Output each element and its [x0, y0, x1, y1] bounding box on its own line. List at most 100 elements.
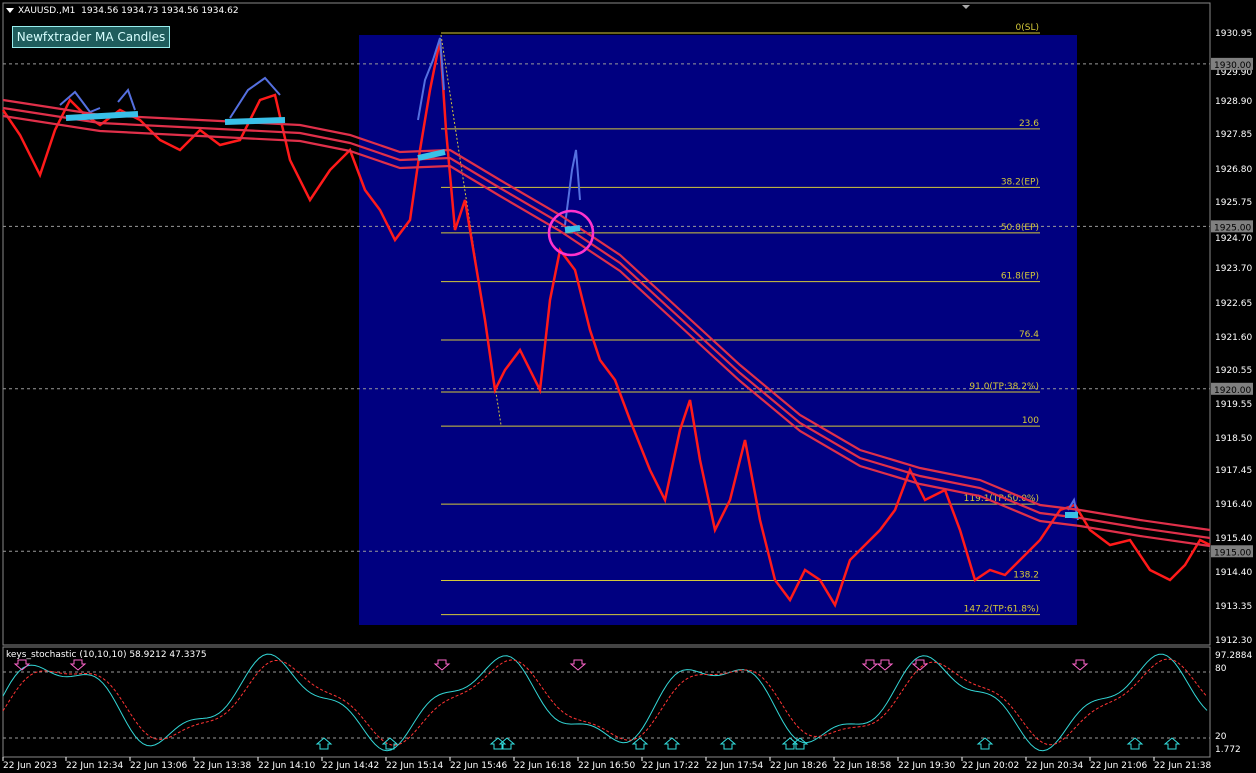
- sell-arrow-icon: [433, 659, 451, 671]
- moving-average-band-3: [2, 114, 1211, 548]
- price-axis-label: 1914.40: [1215, 568, 1252, 578]
- price-level-box-label: 1915.00: [1214, 548, 1251, 558]
- time-axis-label: 22 Jun 2023: [3, 761, 57, 771]
- price-axis-label: 1928.90: [1215, 97, 1252, 107]
- sell-arrow-icon: [13, 659, 31, 671]
- price-axis-label: 1929.90: [1215, 68, 1252, 78]
- buy-arrow-icon: [498, 737, 516, 750]
- fib-level-label: 38.2(EP): [1001, 177, 1039, 187]
- buy-arrow-icon: [791, 737, 809, 750]
- fib-level-label: 61.8(EP): [1001, 272, 1039, 282]
- buy-arrow-icon: [381, 737, 399, 750]
- buy-arrow-icon: [489, 737, 507, 750]
- dropdown-triangle-icon[interactable]: [6, 8, 14, 13]
- symbol-header: XAUUSD.,M1 1934.56 1934.73 1934.56 1934.…: [6, 6, 239, 16]
- time-axis-label: 22 Jun 18:26: [770, 761, 827, 771]
- time-axis-label: 22 Jun 19:30: [898, 761, 955, 771]
- price-axis-label: 1927.85: [1215, 130, 1252, 140]
- ohlc-values: 1934.56 1934.73 1934.56 1934.62: [81, 6, 239, 16]
- price-axis-label: 1921.60: [1215, 333, 1252, 343]
- price-axis-label: 1912.30: [1215, 636, 1252, 646]
- bull-ma-segment: [224, 117, 286, 125]
- time-axis-label: 22 Jun 20:34: [1026, 761, 1083, 771]
- price-level-box-label: 1930.00: [1214, 61, 1251, 71]
- price-axis-label: 1913.35: [1215, 602, 1252, 612]
- sell-arrow-icon: [69, 659, 87, 671]
- chart-shift-marker-icon: [962, 5, 970, 9]
- oscillator-axis-label: 80: [1215, 664, 1227, 674]
- buy-arrow-icon: [1163, 737, 1181, 750]
- main-panel-frame: [2, 2, 1211, 646]
- fib-level-label: 0(SL): [1016, 23, 1039, 33]
- price-axis-label: 1919.55: [1215, 400, 1252, 410]
- fib-level-label: 100: [1022, 416, 1039, 426]
- buy-arrow-icon: [976, 737, 994, 750]
- price-level-box: [1211, 57, 1253, 70]
- time-axis-label: 22 Jun 12:34: [66, 761, 123, 771]
- buy-arrow-icon: [719, 737, 737, 750]
- fib-level-label: 119.1(TP:50.0%): [964, 494, 1039, 504]
- highlight-circle-marker: [547, 209, 595, 257]
- price-level-box: [1211, 220, 1253, 233]
- time-axis-label: 22 Jun 13:38: [194, 761, 251, 771]
- buy-arrow-icon: [315, 737, 333, 750]
- price-axis-label: 1920.55: [1215, 366, 1252, 376]
- price-axis-label: 1916.40: [1215, 500, 1252, 510]
- sell-arrow-icon: [569, 659, 587, 671]
- time-axis-label: 22 Jun 14:42: [322, 761, 379, 771]
- time-axis-label: 22 Jun 21:06: [1090, 761, 1147, 771]
- price-level-box-label: 1925.00: [1214, 223, 1251, 233]
- price-axis-label: 1915.40: [1215, 534, 1252, 544]
- time-axis-label: 22 Jun 16:18: [514, 761, 571, 771]
- oscillator-axis-label: 97.2884: [1215, 651, 1252, 661]
- moving-average-band-2: [2, 106, 1211, 540]
- price-axis-label: 1924.70: [1215, 234, 1252, 244]
- oscillator-axis-label: 1.772: [1215, 745, 1241, 755]
- sell-arrow-icon: [861, 659, 879, 671]
- buy-arrow-icon: [663, 737, 681, 750]
- bull-ma-segment: [417, 149, 446, 161]
- time-axis-label: 22 Jun 15:14: [386, 761, 443, 771]
- bull-candle-segment: [117, 88, 136, 111]
- fib-level-label: 147.2(TP:61.8%): [964, 605, 1039, 615]
- time-axis-label: 22 Jun 14:10: [258, 761, 315, 771]
- oscillator-panel-frame: [2, 646, 1211, 758]
- price-axis-label: 1930.95: [1215, 29, 1252, 39]
- stochastic-signal-line: [2, 658, 1208, 746]
- sell-arrow-icon: [911, 659, 929, 671]
- fib-level-label: 138.2: [1013, 571, 1039, 581]
- symbol-name: XAUUSD.,M1: [18, 6, 76, 16]
- fib-level-label: 23.6: [1019, 119, 1039, 129]
- time-axis-label: 22 Jun 16:50: [578, 761, 635, 771]
- sell-arrow-icon: [876, 659, 894, 671]
- time-axis-label: 22 Jun 13:06: [130, 761, 187, 771]
- time-axis-label: 22 Jun 17:54: [706, 761, 763, 771]
- price-axis-label: 1926.80: [1215, 165, 1252, 175]
- time-axis-label: 22 Jun 21:38: [1154, 761, 1211, 771]
- price-axis-label: 1925.75: [1215, 198, 1252, 208]
- bull-ma-segment: [65, 111, 139, 121]
- buy-arrow-icon: [1126, 737, 1144, 750]
- bull-candle-segment: [229, 76, 281, 119]
- time-axis-label: 22 Jun 20:02: [962, 761, 1019, 771]
- fibonacci-zone: [359, 35, 1077, 625]
- fib-level-label: 76.4: [1019, 330, 1039, 340]
- moving-average-band-1: [2, 98, 1211, 532]
- stochastic-main-line: [2, 653, 1208, 752]
- bull-ma-segment: [564, 225, 581, 233]
- time-axis-label: 22 Jun 15:46: [450, 761, 507, 771]
- price-axis-label: 1923.70: [1215, 264, 1252, 274]
- price-axis-label: 1917.45: [1215, 466, 1252, 476]
- sell-arrow-icon: [1071, 659, 1089, 671]
- time-axis-label: 22 Jun 18:58: [834, 761, 891, 771]
- oscillator-label: keys_stochastic (10,10,10) 58.9212 47.33…: [6, 650, 207, 660]
- bull-candle-segment: [59, 90, 101, 114]
- bull-candle-segment: [417, 37, 445, 121]
- price-axis-label: 1922.65: [1215, 299, 1252, 309]
- fib-level-label: 91.0(TP:38.2%): [969, 382, 1039, 392]
- buy-arrow-icon: [631, 737, 649, 750]
- indicator-toggle-button[interactable]: Newfxtrader MA Candles: [12, 26, 170, 48]
- price-line: [1, 39, 1211, 608]
